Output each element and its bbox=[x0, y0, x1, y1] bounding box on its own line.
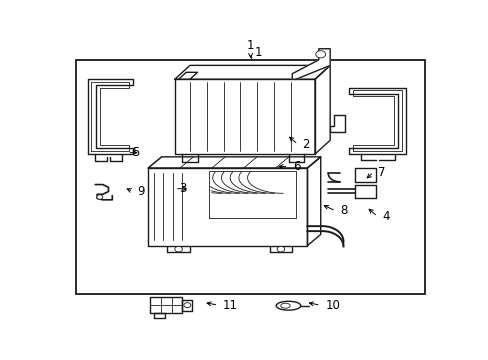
Polygon shape bbox=[208, 171, 296, 218]
Text: 7: 7 bbox=[378, 166, 385, 179]
Polygon shape bbox=[175, 66, 329, 79]
Polygon shape bbox=[154, 314, 165, 318]
Polygon shape bbox=[175, 79, 314, 154]
Text: 2: 2 bbox=[302, 138, 309, 151]
Polygon shape bbox=[87, 79, 133, 154]
Text: 1: 1 bbox=[246, 39, 254, 52]
Text: 3: 3 bbox=[179, 182, 186, 195]
Bar bbox=[76, 60, 424, 294]
Circle shape bbox=[183, 303, 190, 308]
Text: 10: 10 bbox=[325, 299, 340, 312]
Polygon shape bbox=[354, 185, 375, 198]
Polygon shape bbox=[292, 49, 329, 79]
Polygon shape bbox=[182, 300, 191, 311]
Polygon shape bbox=[148, 168, 307, 246]
Polygon shape bbox=[329, 115, 345, 132]
Polygon shape bbox=[348, 87, 405, 154]
Circle shape bbox=[315, 51, 325, 58]
Text: 4: 4 bbox=[381, 210, 389, 223]
Circle shape bbox=[277, 246, 284, 252]
Text: 5: 5 bbox=[132, 146, 139, 159]
Polygon shape bbox=[314, 66, 329, 154]
Circle shape bbox=[97, 195, 102, 199]
Polygon shape bbox=[307, 157, 320, 246]
Text: 6: 6 bbox=[292, 160, 300, 173]
Text: 11: 11 bbox=[223, 299, 238, 312]
Text: 9: 9 bbox=[138, 185, 145, 198]
Text: 1: 1 bbox=[255, 46, 262, 59]
Polygon shape bbox=[148, 157, 320, 168]
Circle shape bbox=[175, 246, 182, 252]
Polygon shape bbox=[354, 168, 375, 182]
Text: 8: 8 bbox=[340, 204, 347, 217]
Polygon shape bbox=[150, 297, 182, 314]
Ellipse shape bbox=[280, 303, 289, 308]
Ellipse shape bbox=[276, 301, 300, 310]
